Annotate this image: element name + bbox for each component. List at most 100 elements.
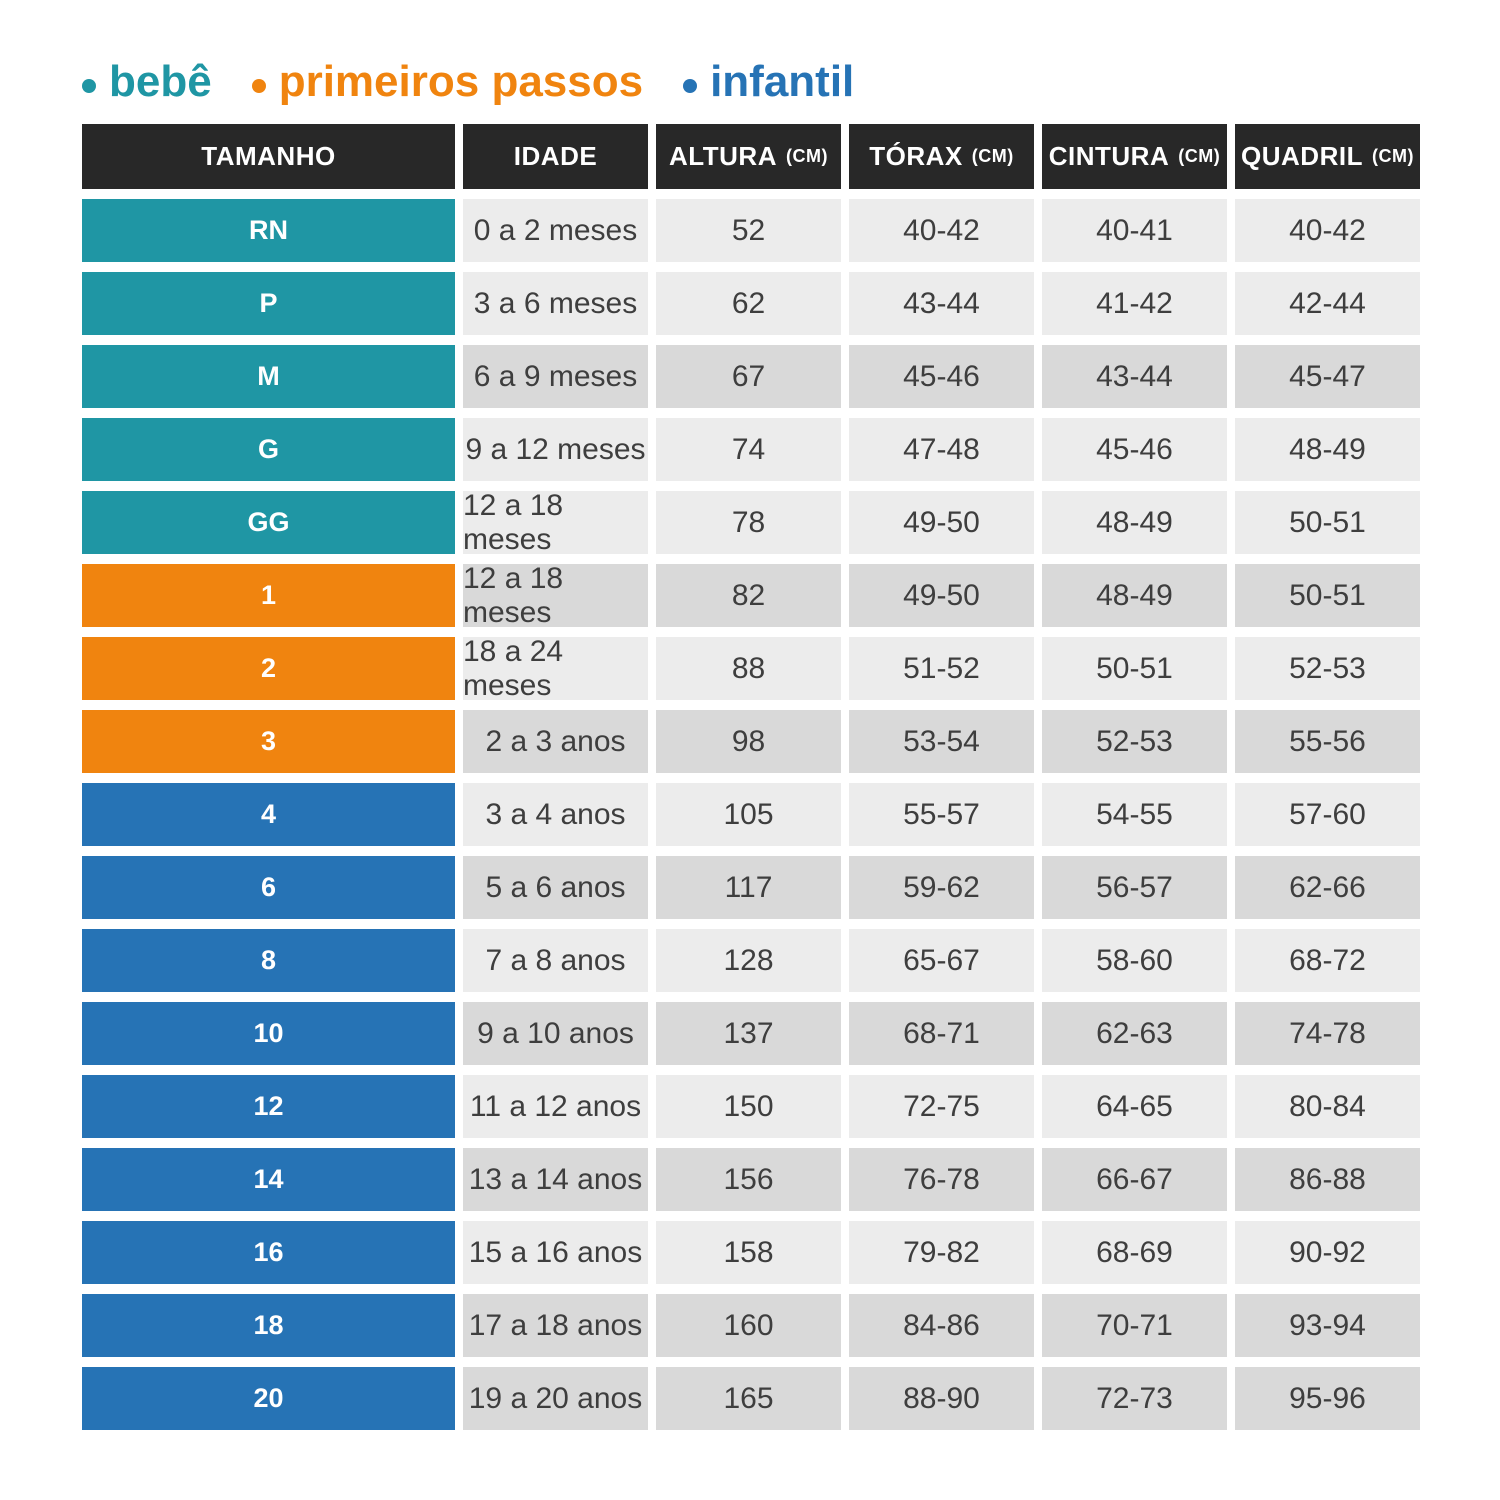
- cell-torax: 47-48: [849, 418, 1034, 481]
- cell-cintura: 48-49: [1042, 564, 1227, 627]
- cell-torax: 43-44: [849, 272, 1034, 335]
- cell-cintura: 62-63: [1042, 1002, 1227, 1065]
- legend-bullet-icon: [251, 79, 266, 93]
- cell-torax: 65-67: [849, 929, 1034, 992]
- cell-cintura: 68-69: [1042, 1221, 1227, 1284]
- cell-idade: 11 a 12 anos: [463, 1075, 648, 1138]
- cell-torax: 53-54: [849, 710, 1034, 773]
- header-cell-quadril: QUADRIL (CM): [1235, 124, 1420, 189]
- cell-torax: 49-50: [849, 491, 1034, 554]
- table-row: 2 18 a 24 meses 88 51-52 50-51 52-53: [82, 635, 1420, 702]
- cell-altura: 160: [656, 1294, 841, 1357]
- table-header-row: TAMANHO IDADE ALTURA (CM) TÓRAX (CM) CINTU…: [82, 124, 1420, 189]
- cell-quadril: 74-78: [1235, 1002, 1420, 1065]
- cell-altura: 78: [656, 491, 841, 554]
- cell-quadril: 40-42: [1235, 199, 1420, 262]
- table-row: 3 2 a 3 anos 98 53-54 52-53 55-56: [82, 710, 1420, 773]
- cell-idade: 9 a 12 meses: [463, 418, 648, 481]
- cell-cintura: 70-71: [1042, 1294, 1227, 1357]
- cell-idade: 2 a 3 anos: [463, 710, 648, 773]
- cell-quadril: 62-66: [1235, 856, 1420, 919]
- cell-idade: 0 a 2 meses: [463, 199, 648, 262]
- cell-quadril: 50-51: [1235, 491, 1420, 554]
- cell-altura: 74: [656, 418, 841, 481]
- cell-altura: 128: [656, 929, 841, 992]
- header-cell-tamanho: TAMANHO: [82, 124, 455, 189]
- cell-torax: 51-52: [849, 637, 1034, 700]
- table-row: 10 9 a 10 anos 137 68-71 62-63 74-78: [82, 1002, 1420, 1065]
- table-row: GG 12 a 18 meses 78 49-50 48-49 50-51: [82, 489, 1420, 556]
- cell-altura: 137: [656, 1002, 841, 1065]
- cell-altura: 117: [656, 856, 841, 919]
- header-label: TAMANHO: [201, 141, 336, 171]
- cell-torax: 55-57: [849, 783, 1034, 846]
- cell-altura: 156: [656, 1148, 841, 1211]
- cell-quadril: 95-96: [1235, 1367, 1420, 1430]
- cell-size: 12: [82, 1075, 455, 1138]
- cell-idade: 13 a 14 anos: [463, 1148, 648, 1211]
- cell-torax: 49-50: [849, 564, 1034, 627]
- cell-size: G: [82, 418, 455, 481]
- cell-altura: 67: [656, 345, 841, 408]
- cell-idade: 5 a 6 anos: [463, 856, 648, 919]
- header-label: IDADE: [513, 141, 598, 171]
- table-row: P 3 a 6 meses 62 43-44 41-42 42-44: [82, 272, 1420, 335]
- cell-torax: 76-78: [849, 1148, 1034, 1211]
- cell-torax: 84-86: [849, 1294, 1034, 1357]
- cell-torax: 40-42: [849, 199, 1034, 262]
- cell-size: 8: [82, 929, 455, 992]
- header-cell-cintura: CINTURA (CM): [1042, 124, 1227, 189]
- header-cell-torax: TÓRAX (CM): [849, 124, 1034, 189]
- cell-idade: 12 a 18 meses: [463, 489, 648, 556]
- table-row: 8 7 a 8 anos 128 65-67 58-60 68-72: [82, 929, 1420, 992]
- cell-altura: 105: [656, 783, 841, 846]
- cell-idade: 3 a 4 anos: [463, 783, 648, 846]
- cell-quadril: 52-53: [1235, 637, 1420, 700]
- header-unit: (CM): [1371, 146, 1414, 166]
- cell-size: 18: [82, 1294, 455, 1357]
- cell-altura: 158: [656, 1221, 841, 1284]
- cell-quadril: 45-47: [1235, 345, 1420, 408]
- cell-idade: 12 a 18 meses: [463, 562, 648, 629]
- table-row: 6 5 a 6 anos 117 59-62 56-57 62-66: [82, 856, 1420, 919]
- cell-quadril: 90-92: [1235, 1221, 1420, 1284]
- cell-altura: 62: [656, 272, 841, 335]
- cell-cintura: 72-73: [1042, 1367, 1227, 1430]
- table-row: M 6 a 9 meses 67 45-46 43-44 45-47: [82, 345, 1420, 408]
- cell-size: 20: [82, 1367, 455, 1430]
- header-label: TÓRAX: [869, 141, 963, 171]
- cell-cintura: 41-42: [1042, 272, 1227, 335]
- table-row: 20 19 a 20 anos 165 88-90 72-73 95-96: [82, 1367, 1420, 1430]
- cell-cintura: 66-67: [1042, 1148, 1227, 1211]
- cell-cintura: 43-44: [1042, 345, 1227, 408]
- cell-cintura: 52-53: [1042, 710, 1227, 773]
- cell-altura: 150: [656, 1075, 841, 1138]
- cell-quadril: 48-49: [1235, 418, 1420, 481]
- cell-quadril: 86-88: [1235, 1148, 1420, 1211]
- header-label: ALTURA: [669, 141, 777, 171]
- cell-torax: 59-62: [849, 856, 1034, 919]
- header-unit: (CM): [1178, 146, 1221, 166]
- legend-bullet-icon: [683, 79, 698, 93]
- cell-torax: 88-90: [849, 1367, 1034, 1430]
- size-table: TAMANHO IDADE ALTURA (CM) TÓRAX (CM) CINTU…: [82, 124, 1420, 1430]
- legend: bebê primeiros passos infantil: [82, 54, 1500, 110]
- header-cell-idade: IDADE: [463, 124, 648, 189]
- legend-item-bebe: bebê: [82, 54, 212, 110]
- legend-label: bebê: [109, 57, 212, 106]
- cell-idade: 6 a 9 meses: [463, 345, 648, 408]
- legend-item-primeiros_passos: primeiros passos: [251, 54, 644, 110]
- cell-cintura: 45-46: [1042, 418, 1227, 481]
- table-body: RN 0 a 2 meses 52 40-42 40-41 40-42 P 3 …: [82, 199, 1420, 1430]
- table-row: G 9 a 12 meses 74 47-48 45-46 48-49: [82, 418, 1420, 481]
- legend-label: infantil: [710, 57, 855, 106]
- cell-size: 4: [82, 783, 455, 846]
- cell-quadril: 68-72: [1235, 929, 1420, 992]
- legend-label: primeiros passos: [278, 57, 644, 106]
- table-row: RN 0 a 2 meses 52 40-42 40-41 40-42: [82, 199, 1420, 262]
- cell-cintura: 58-60: [1042, 929, 1227, 992]
- cell-size: 10: [82, 1002, 455, 1065]
- cell-quadril: 50-51: [1235, 564, 1420, 627]
- cell-torax: 45-46: [849, 345, 1034, 408]
